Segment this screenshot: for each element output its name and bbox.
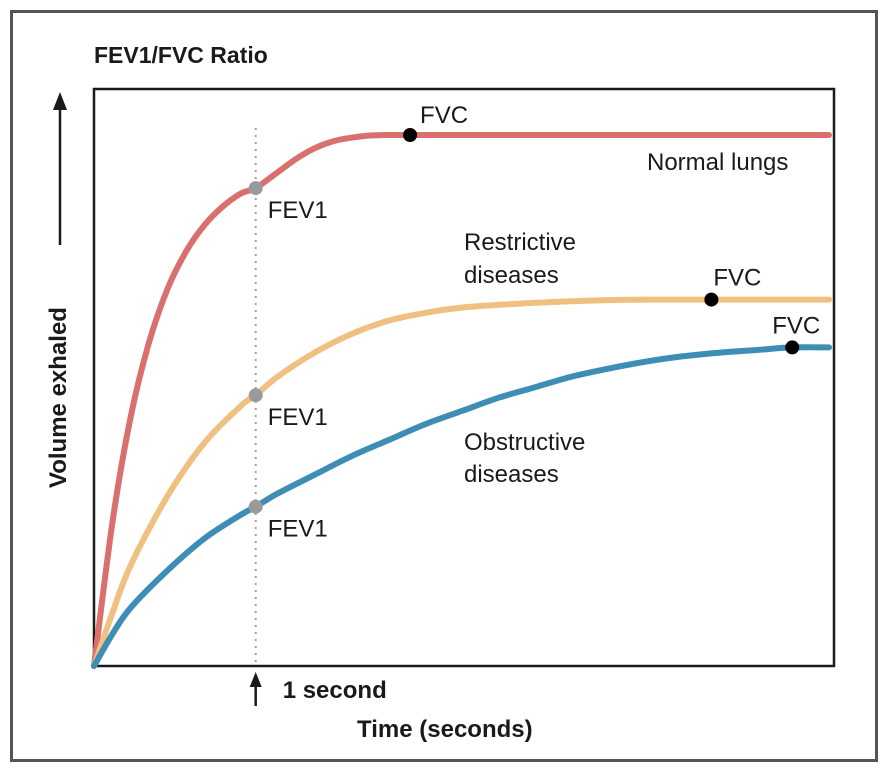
fev1-label-restrictive: FEV1	[268, 404, 328, 431]
fvc-point-restrictive	[704, 292, 719, 307]
series-line-restrictive-diseases	[91, 296, 832, 669]
fvc-point-normal	[403, 128, 418, 142]
one-second-label: 1 second	[283, 677, 387, 704]
fvc-label-normal: FVC	[420, 102, 468, 129]
chart-title: FEV1/FVC Ratio	[94, 42, 268, 68]
plot-area	[92, 87, 836, 668]
y-axis-title: Volume exhaled	[45, 307, 72, 488]
series-label-normal-lungs: Normal lungs	[647, 149, 788, 176]
series-label-restrictive-line2: diseases	[464, 262, 559, 289]
fev1-point-obstructive	[248, 499, 263, 514]
one-second-arrow-icon	[249, 672, 262, 706]
fvc-label-restrictive: FVC	[713, 265, 761, 292]
fvc-label-obstructive: FVC	[772, 312, 820, 339]
y-axis-title-group: Volume exhaled	[45, 92, 72, 488]
series-label-obstructive-line1: Obstructive	[464, 429, 585, 456]
y-axis-arrow-icon	[53, 92, 67, 110]
fev1-label-obstructive: FEV1	[268, 516, 328, 543]
series-line-normal-lungs	[91, 131, 832, 669]
series-label-obstructive-line2: diseases	[464, 461, 559, 488]
fev1-point-normal	[248, 181, 263, 196]
fev1-point-restrictive	[248, 388, 263, 403]
x-axis-title: Time (seconds)	[357, 716, 533, 743]
series-label-restrictive-line1: Restrictive	[464, 229, 576, 256]
series-line-obstructive-diseases	[91, 344, 832, 669]
fvc-point-obstructive	[785, 340, 800, 355]
fev1-label-normal: FEV1	[268, 197, 328, 224]
